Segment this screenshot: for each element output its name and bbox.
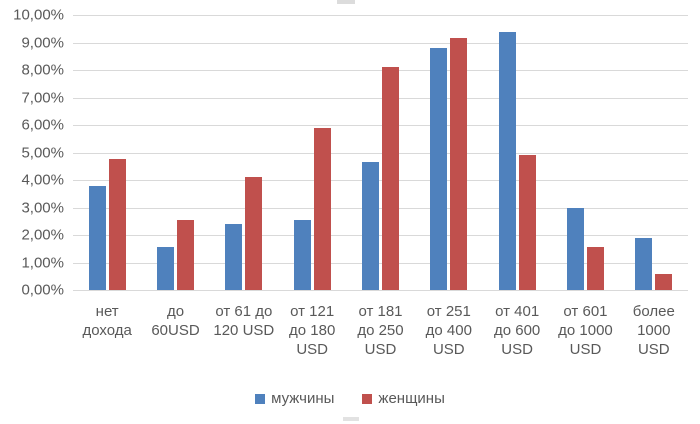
bar-женщины[interactable] [245, 177, 263, 290]
gridline [73, 97, 688, 99]
gridline [73, 42, 688, 44]
x-category-label: от 251 до 400 USD [425, 303, 472, 358]
y-tick-label: 3,00% [21, 199, 64, 216]
y-tick-label: 2,00% [21, 226, 64, 244]
gridline [73, 152, 688, 154]
y-axis: 10,00% 9,00% 8,00% 7,00% 6,00% 5,00% 4,00% 3,00… [0, 7, 64, 299]
bar-group [415, 15, 483, 290]
plot-area [73, 15, 688, 291]
selection-handle-top [337, 0, 355, 4]
gridline [73, 290, 688, 291]
y-tick-label: 6,00% [21, 116, 64, 134]
bar-groups [73, 15, 688, 290]
bar-мужчины[interactable] [225, 224, 243, 290]
gridline [73, 207, 688, 209]
bar-мужчины[interactable] [566, 207, 584, 290]
bar-женщины[interactable] [108, 159, 126, 290]
gridline [73, 125, 688, 126]
bar-женщины[interactable] [313, 127, 331, 290]
legend-label: мужчины [271, 390, 335, 407]
gridline [73, 15, 688, 16]
bar-group [620, 15, 688, 290]
bar-group [210, 15, 278, 290]
bar-мужчины[interactable] [293, 219, 311, 290]
selection-handle-bottom [343, 417, 359, 421]
y-tick-label: 0,00% [21, 281, 64, 299]
gridline [73, 70, 688, 71]
y-tick-label: 9,00% [21, 34, 64, 51]
x-category-label: нет дохода [82, 303, 132, 339]
x-axis: нет дохода до 60USD от 61 до 120 USD от 121 до … [73, 302, 688, 359]
y-tick-label: 4,00% [21, 171, 64, 189]
bar-женщины[interactable] [518, 155, 536, 290]
bar-мужчины[interactable] [156, 247, 174, 290]
x-category-label: от 181 до 250 USD [357, 303, 404, 358]
bar-group [73, 15, 141, 290]
bar-женщины[interactable] [586, 247, 604, 290]
bar-group [141, 15, 209, 290]
gridline [73, 180, 688, 181]
bar-мужчины[interactable] [361, 162, 379, 290]
bar-мужчины[interactable] [635, 237, 653, 290]
y-tick-label: 7,00% [21, 89, 64, 106]
bar-женщины[interactable] [176, 219, 194, 290]
gridline [73, 235, 688, 236]
bar-group [483, 15, 551, 290]
bar-женщины[interactable] [381, 67, 399, 290]
y-tick-label: 8,00% [21, 61, 64, 79]
bar-group [346, 15, 414, 290]
legend-item-женщины[interactable]: женщины [362, 390, 445, 407]
bar-женщины[interactable] [655, 273, 673, 290]
bar-мужчины[interactable] [498, 31, 516, 290]
y-tick-label: 1,00% [21, 254, 64, 271]
bar-женщины[interactable] [450, 38, 468, 290]
x-category-label: от 401 до 600 USD [493, 303, 541, 358]
x-category-label: более 1000 USD [632, 303, 675, 358]
x-category-label: от 121 до 180 USD [289, 303, 336, 358]
bar-group [278, 15, 346, 290]
x-category-label: от 61 до 120 USD [213, 303, 275, 339]
legend-swatch-icon [255, 393, 266, 404]
legend-item-мужчины[interactable]: мужчины [255, 390, 334, 407]
x-category-label: от 601 до 1000 USD [558, 303, 613, 358]
y-tick-label: 10,00% [13, 6, 64, 24]
bar-group [551, 15, 619, 290]
x-category-label: до 60USD [151, 303, 200, 339]
bar-мужчины[interactable] [88, 185, 106, 290]
legend-label: женщины [378, 390, 445, 407]
gridline [73, 262, 688, 264]
y-tick-label: 5,00% [21, 144, 64, 161]
bar-мужчины[interactable] [430, 48, 448, 290]
legend-swatch-icon [362, 393, 373, 404]
legend: мужчины женщины [0, 390, 700, 407]
